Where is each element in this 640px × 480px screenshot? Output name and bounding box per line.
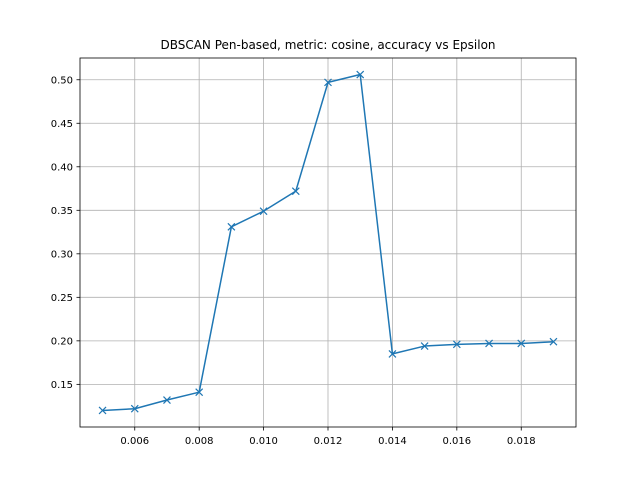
x-tick-label: 0.016 xyxy=(443,436,472,447)
x-tick-label: 0.010 xyxy=(249,436,278,447)
x-axis: 0.006 0.008 0.010 0.012 0.014 0.016 0.018 xyxy=(120,427,536,447)
data-point-marker xyxy=(517,339,526,348)
data-point-marker xyxy=(163,396,171,404)
grid-lines xyxy=(80,58,576,427)
data-point-marker xyxy=(356,70,365,79)
x-tick-label: 0.018 xyxy=(507,436,536,447)
data-point-marker xyxy=(420,342,429,350)
y-tick-label: 0.40 xyxy=(51,162,73,173)
x-tick-label: 0.014 xyxy=(378,436,407,447)
data-point-marker xyxy=(452,340,461,349)
data-point-marker xyxy=(388,349,397,358)
y-tick-label: 0.50 xyxy=(51,75,73,86)
y-tick-label: 0.30 xyxy=(51,249,73,260)
data-point-marker xyxy=(130,404,139,413)
y-tick-label: 0.35 xyxy=(51,206,73,217)
data-point-marker xyxy=(98,406,107,415)
y-tick-label: 0.15 xyxy=(51,380,73,391)
y-axis: 0.15 0.20 0.25 0.30 0.35 0.40 0.45 0.50 xyxy=(51,75,80,391)
series-layer xyxy=(98,70,558,415)
y-tick-label: 0.25 xyxy=(51,293,73,304)
data-point-marker xyxy=(485,339,493,348)
data-point-marker xyxy=(549,337,558,346)
data-point-marker xyxy=(259,207,268,216)
x-tick-label: 0.008 xyxy=(185,436,214,447)
data-point-marker xyxy=(227,222,236,231)
data-point-marker xyxy=(324,78,332,87)
chart-title: DBSCAN Pen-based, metric: cosine, accura… xyxy=(160,38,495,52)
data-point-marker xyxy=(291,187,300,196)
data-point-marker xyxy=(195,388,204,397)
x-tick-label: 0.006 xyxy=(120,436,149,447)
y-tick-label: 0.45 xyxy=(51,119,73,130)
x-tick-label: 0.012 xyxy=(314,436,343,447)
y-tick-label: 0.20 xyxy=(51,336,73,347)
